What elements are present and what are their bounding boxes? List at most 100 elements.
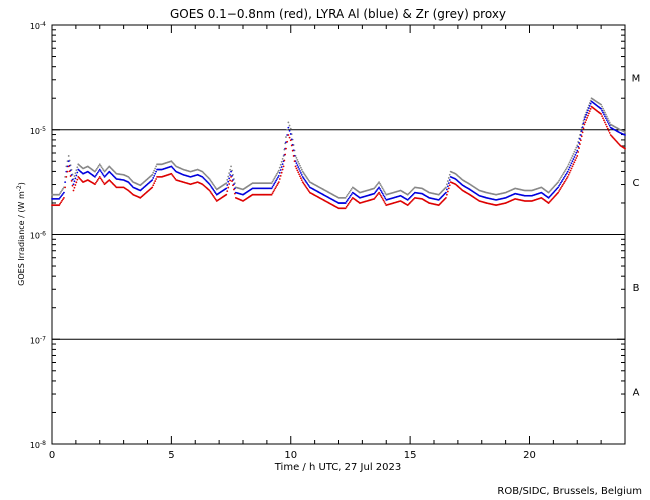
goes-point-230	[271, 192, 274, 195]
zr-point-312	[348, 190, 351, 193]
zr-point-184	[227, 175, 230, 178]
goes-point-23	[73, 186, 76, 189]
zr-point-582	[601, 105, 603, 108]
y-axis-label-close: )	[17, 182, 26, 185]
x-tick-label-1: 5	[168, 450, 174, 461]
zr-point-538	[560, 176, 562, 179]
goes-point-342	[377, 192, 380, 195]
goes-point-53	[101, 180, 104, 183]
zr-point-308	[344, 196, 347, 199]
zr-point-544	[565, 167, 568, 169]
al-point-263	[302, 177, 305, 180]
goes-point-245	[285, 147, 287, 150]
goes-point-561	[581, 131, 584, 134]
al-point-545	[566, 170, 569, 173]
al-point-342	[377, 187, 380, 190]
goes-point-254	[294, 165, 297, 168]
goes-point-48	[96, 178, 99, 181]
goes-point-25	[75, 181, 78, 184]
zr-point-169	[213, 184, 215, 187]
zr-point-258	[298, 162, 301, 165]
goes-point-126	[170, 172, 173, 175]
goes-point-234	[275, 185, 278, 188]
zr-point-347	[381, 187, 384, 190]
al-point-237	[277, 174, 280, 177]
al-point-560	[580, 130, 583, 132]
goes-point-12	[62, 198, 64, 201]
x-axis: 0 5 10 15 20	[49, 25, 626, 461]
al-point-170	[214, 191, 216, 193]
goes-point-171	[214, 198, 217, 201]
zr-point-586	[605, 113, 607, 116]
goes-point-264	[303, 183, 306, 186]
al-point-17	[67, 160, 70, 163]
al-point-588	[606, 121, 609, 123]
zr-point-550	[571, 155, 574, 157]
goes-point-184	[227, 186, 230, 189]
y-tick-label-1: 10-5	[30, 125, 46, 136]
zr-point-545	[566, 165, 569, 168]
goes-point-24	[74, 184, 77, 186]
al-point-8	[58, 197, 61, 200]
al-point-339	[374, 191, 377, 194]
al-point-259	[299, 170, 301, 172]
al-point-236	[277, 176, 279, 179]
al-point-107	[152, 177, 155, 179]
y-axis-label: GOES Irradiance / (W m-2)	[16, 182, 27, 286]
zr-point-168	[212, 183, 215, 186]
goes-point-238	[278, 178, 281, 180]
al-point-166	[210, 185, 213, 188]
goes-point-50	[98, 175, 101, 178]
al-point-48	[96, 171, 99, 174]
al-point-338	[373, 192, 376, 195]
al-point-9	[59, 196, 62, 199]
zr-point-247	[287, 121, 290, 124]
goes-point-308	[344, 207, 347, 210]
al-point-26	[76, 171, 79, 174]
goes-point-243	[283, 159, 286, 162]
al-point-235	[276, 178, 278, 180]
al-point-45	[94, 175, 96, 178]
zr-point-348	[382, 189, 385, 191]
goes-point-235	[276, 184, 278, 187]
al-point-21	[71, 178, 74, 181]
al-point-109	[154, 172, 157, 175]
zr-point-606	[624, 130, 626, 133]
class-label-B: B	[633, 283, 640, 294]
al-point-550	[571, 160, 574, 163]
goes-point-350	[384, 202, 387, 205]
zr-point-589	[607, 119, 610, 122]
zr-point-239	[279, 163, 282, 166]
goes-point-562	[582, 127, 585, 130]
goes-point-269	[308, 190, 310, 193]
goes-point-170	[214, 197, 216, 200]
zr-point-415	[445, 186, 447, 189]
al-point-538	[560, 181, 562, 184]
al-point-311	[347, 197, 350, 200]
zr-point-11	[61, 189, 63, 192]
zr-point-309	[345, 195, 348, 198]
goes-point-541	[562, 182, 565, 185]
goes-point-130	[174, 177, 177, 180]
zr-point-236	[277, 171, 279, 174]
zr-point-108	[153, 169, 156, 172]
zr-point-167	[211, 182, 214, 184]
al-point-341	[376, 188, 379, 191]
al-point-267	[306, 182, 309, 185]
goes-point-268	[307, 189, 309, 191]
goes-point-257	[297, 171, 300, 174]
al-point-232	[273, 182, 276, 185]
al-point-541	[562, 177, 565, 179]
goes-point-187	[230, 175, 232, 178]
al-point-419	[448, 179, 451, 181]
goes-point-556	[577, 151, 580, 153]
zr-point-266	[305, 175, 308, 178]
zr-point-345	[379, 184, 382, 187]
goes-point-182	[225, 193, 228, 196]
al-point-417	[446, 185, 449, 188]
al-point-349	[383, 195, 386, 198]
zr-point-170	[214, 185, 216, 188]
goes-point-240	[280, 171, 283, 174]
goes-point-253	[293, 160, 296, 163]
zr-point-259	[299, 164, 301, 167]
